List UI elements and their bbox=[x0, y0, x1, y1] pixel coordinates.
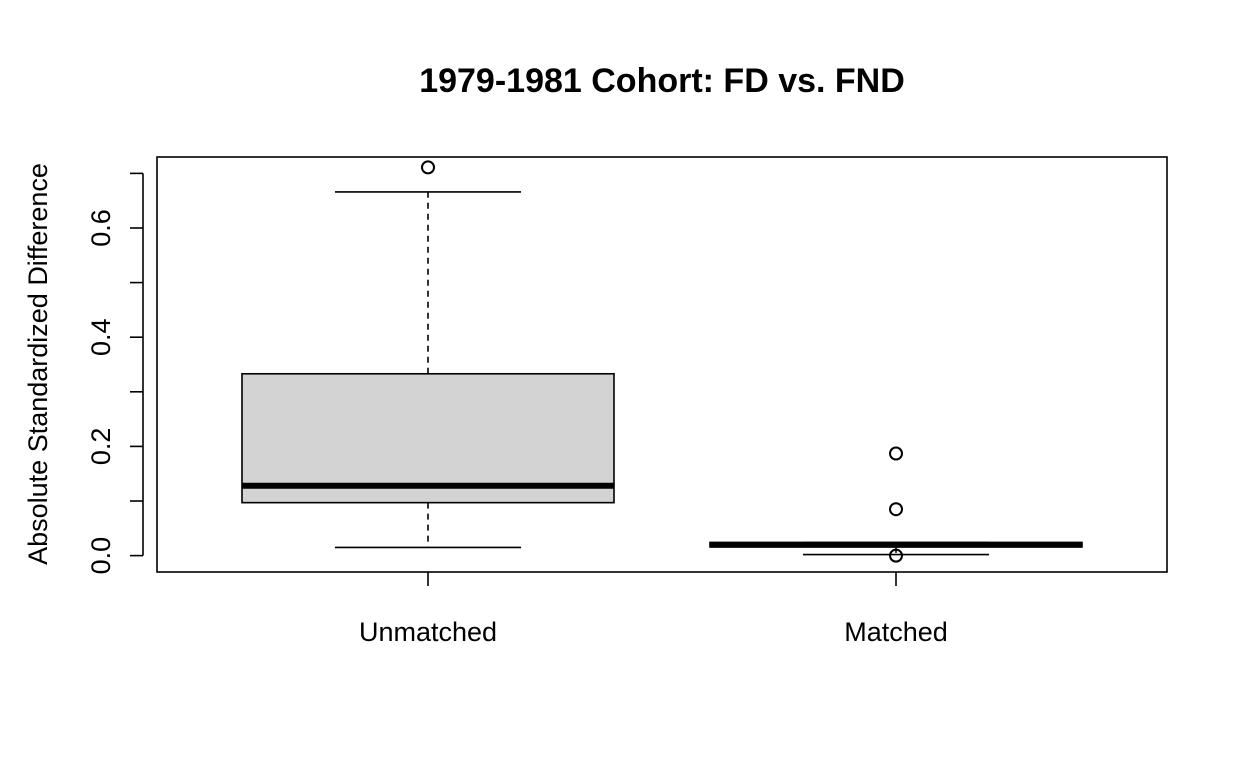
outlier-point-1 bbox=[889, 502, 903, 517]
box-matched bbox=[709, 446, 1083, 563]
y-tick-label-2: 0.4 bbox=[86, 318, 116, 356]
outlier-point-2 bbox=[889, 548, 903, 563]
outlier-point-0 bbox=[421, 160, 435, 175]
y-tick-label-1: 0.2 bbox=[86, 428, 116, 466]
x-tick-label-0: Unmatched bbox=[359, 617, 497, 647]
plot-frame bbox=[156, 156, 1168, 573]
y-axis-label: Absolute Standardized Difference bbox=[23, 163, 53, 565]
box-unmatched bbox=[241, 160, 615, 549]
boxes-group bbox=[241, 160, 1083, 563]
chart-title: 1979-1981 Cohort: FD vs. FND bbox=[419, 62, 905, 100]
iqr-box bbox=[241, 372, 615, 504]
y-tick-label-0: 0.0 bbox=[86, 537, 116, 575]
x-axis: Unmatched Matched bbox=[359, 572, 948, 647]
x-tick-label-1: Matched bbox=[844, 617, 948, 647]
y-axis: 0.0 0.2 0.4 0.6 bbox=[86, 172, 144, 575]
y-tick-label-3: 0.6 bbox=[86, 209, 116, 247]
outlier-point-0 bbox=[889, 446, 903, 461]
